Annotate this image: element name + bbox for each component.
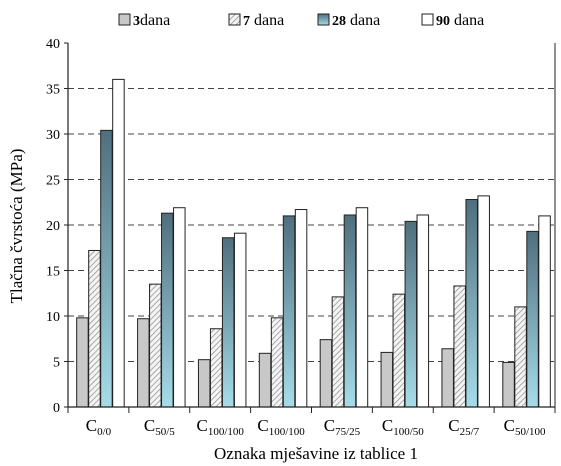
bar-28-cat-8 [526, 230, 539, 408]
bar-28-cat-2 [161, 212, 174, 408]
bar-28-cat-6 [404, 220, 418, 408]
bar-90-cat-5 [355, 207, 369, 408]
x-tick-label: C100/100 [196, 416, 244, 438]
y-tick-label: 20 [46, 219, 60, 234]
legend-swatch-90 [421, 13, 434, 26]
bar-3-cat-3 [197, 359, 211, 408]
x-axis-title: Oznaka mješavine iz tablice 1 [214, 444, 418, 463]
bar-7-cat-4 [270, 317, 284, 408]
x-tick-label: C25/7 [448, 416, 479, 438]
bar-3-cat-5 [319, 339, 333, 408]
y-tick-label: 15 [46, 265, 60, 280]
bar-3-cat-7 [441, 348, 454, 408]
y-tick-label: 0 [53, 401, 60, 416]
y-tick-label: 10 [46, 310, 60, 325]
legend-swatch-3 [118, 13, 131, 26]
bar-28-cat-1 [100, 129, 113, 408]
y-tick-label: 25 [46, 174, 60, 189]
bar-90-cat-4 [294, 209, 308, 408]
y-axis-title: Tlačna čvrstoća (MPa) [7, 149, 26, 304]
x-tick-label: C100/100 [257, 416, 305, 438]
y-tick-labels: 0 5 10 15 20 25 30 35 40 [46, 37, 68, 416]
x-tick-label: C0/0 [86, 416, 112, 438]
axes [67, 43, 556, 413]
bar-3-cat-1 [76, 317, 89, 408]
bar-3-cat-6 [380, 351, 394, 408]
legend-label-3: 3dana [133, 12, 170, 29]
bar-3-cat-4 [258, 352, 272, 408]
bar-90-cat-6 [416, 214, 430, 408]
legend-label-7: 7 dana [243, 12, 284, 29]
legend-swatch-28 [317, 13, 330, 26]
bars [76, 78, 551, 408]
bar-90-cat-7 [477, 195, 490, 408]
bar-3-cat-2 [137, 318, 150, 408]
y-tick-label: 35 [46, 83, 60, 98]
bar-7-cat-8 [514, 306, 527, 408]
bar-28-cat-3 [221, 237, 235, 408]
legend-label-90: 90 dana [436, 12, 484, 29]
bar-7-cat-1 [88, 249, 101, 408]
bar-28-cat-5 [343, 214, 357, 408]
x-tick-labels: C0/0 C50/5 C100/100 C100/100 C75/25 C100/50 C2… [86, 416, 546, 438]
bar-3-cat-8 [502, 361, 515, 408]
x-tick-label: C75/25 [324, 416, 361, 438]
bar-90-cat-8 [538, 215, 551, 408]
y-tick-label: 40 [46, 37, 60, 52]
x-tick-label: C50/5 [144, 416, 175, 438]
bar-7-cat-2 [149, 283, 162, 408]
legend: 3dana 7 dana 28 dana 90 dana [118, 12, 484, 29]
legend-label-28: 28 dana [332, 12, 380, 29]
x-tick-label: C100/50 [382, 416, 424, 438]
x-tick-label: C50/100 [504, 416, 546, 438]
bar-7-cat-6 [392, 293, 406, 408]
bar-90-cat-2 [173, 207, 186, 408]
bar-28-cat-7 [465, 199, 478, 408]
bar-90-cat-1 [112, 78, 125, 408]
y-tick-label: 30 [46, 128, 60, 143]
bar-7-cat-5 [331, 296, 345, 408]
bar-7-cat-3 [209, 328, 223, 408]
bar-7-cat-7 [453, 285, 466, 408]
y-tick-label: 5 [53, 356, 60, 371]
bar-28-cat-4 [282, 215, 296, 408]
legend-swatch-7 [228, 13, 241, 26]
bar-90-cat-3 [233, 232, 247, 408]
